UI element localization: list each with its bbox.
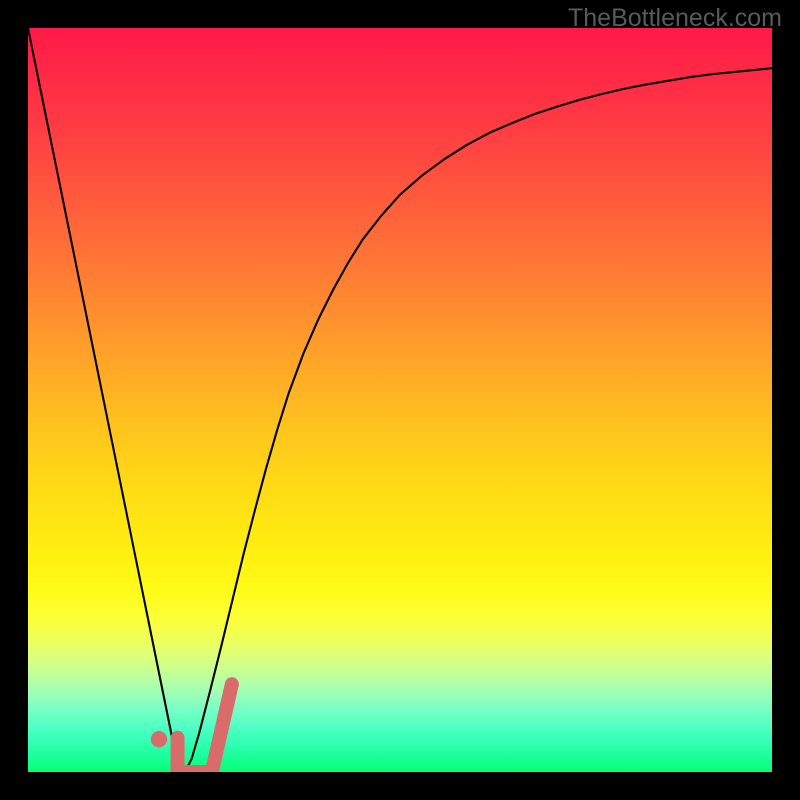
watermark-text: TheBottleneck.com	[568, 4, 782, 33]
chart-svg	[0, 0, 800, 800]
bottleneck-chart: TheBottleneck.com	[0, 0, 800, 800]
plot-background	[28, 28, 772, 772]
highlight-dot	[151, 731, 167, 747]
